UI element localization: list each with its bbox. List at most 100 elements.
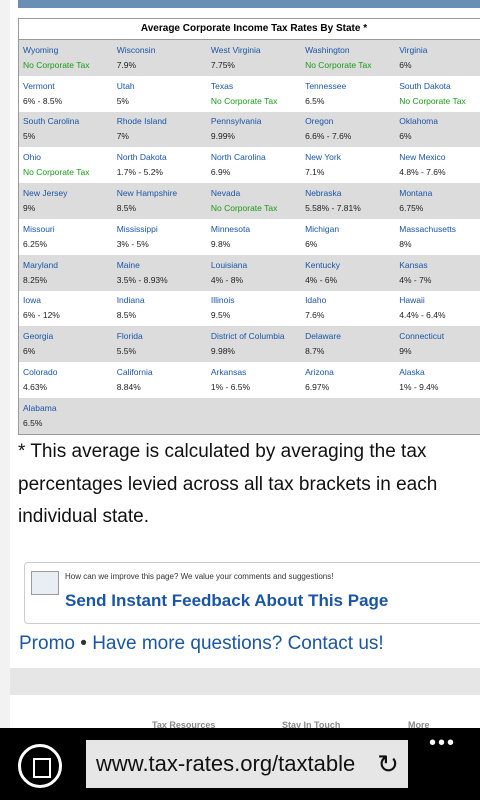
state-link[interactable]: Idaho (305, 295, 327, 306)
state-link[interactable]: Texas (210, 80, 234, 91)
state-link[interactable]: South Carolina (23, 116, 80, 127)
table-cell: Hawaii 4.4% - 6.4% (395, 291, 480, 327)
web-page: Average Corporate Income Tax Rates By St… (10, 0, 480, 728)
tax-rate: 5.5% (116, 346, 137, 357)
browser-bar: www.tax-rates.org/taxtable ↻ ••• (0, 728, 480, 800)
state-link[interactable]: Colorado (23, 367, 58, 378)
menu-button[interactable]: ••• (428, 732, 456, 754)
tax-rate: 7.1% (305, 167, 325, 178)
state-link[interactable]: New York (305, 152, 341, 163)
table-row: Ohio No Corporate Tax North Dakota 1.7% - 5… (19, 147, 480, 183)
state-link[interactable]: Florida (116, 331, 143, 342)
tax-rate: 6% - 8.5% (23, 95, 63, 106)
state-link[interactable]: Ohio (23, 152, 41, 163)
state-link[interactable]: Nevada (210, 188, 241, 199)
state-link[interactable]: Louisiana (210, 259, 248, 270)
state-link[interactable]: Indiana (116, 295, 145, 306)
separator: • (80, 633, 87, 654)
state-link[interactable]: Wyoming (23, 44, 59, 55)
table-row: Alabama 6.5% (18, 397, 480, 435)
tax-rate: 6% (305, 238, 318, 249)
tax-rate: 6.9% (210, 167, 231, 178)
table-title: Average Corporate Income Tax Rates By St… (18, 18, 480, 39)
promo-link[interactable]: Promo (19, 633, 75, 654)
state-link[interactable]: Arkansas (210, 367, 247, 378)
tabs-button[interactable] (18, 744, 62, 788)
tax-rate: 6.6% - 7.6% (305, 131, 352, 142)
state-link[interactable]: Kentucky (305, 259, 341, 270)
tax-rate: 6% - 12% (23, 310, 60, 321)
state-link[interactable]: Kansas (399, 259, 428, 270)
tax-rate: 8.5% (116, 310, 137, 321)
state-link[interactable]: Delaware (305, 331, 341, 342)
table-row: Wyoming No Corporate Tax Wisconsin 7.9% West… (18, 39, 480, 76)
state-link[interactable]: Michigan (305, 223, 340, 234)
tax-rate: No Corporate Tax (210, 95, 278, 106)
state-link[interactable]: Vermont (23, 80, 55, 91)
state-link[interactable]: Oregon (305, 116, 334, 127)
state-link[interactable]: Tennessee (305, 80, 347, 91)
tax-rate: 6% (399, 59, 412, 70)
state-link[interactable]: Maine (116, 259, 140, 270)
state-link[interactable]: Maryland (23, 259, 58, 270)
state-link[interactable]: Georgia (23, 331, 54, 342)
state-link[interactable]: South Dakota (399, 80, 451, 91)
tax-rate: 7.9% (116, 59, 137, 70)
address-bar[interactable]: www.tax-rates.org/taxtable ↻ (86, 740, 408, 788)
state-link[interactable]: Nebraska (305, 188, 342, 199)
table-row: Colorado 4.63% California 8.84% Arkansas 1% -… (19, 362, 480, 398)
state-link[interactable]: New Mexico (399, 152, 446, 163)
table-cell: Delaware 8.7% (301, 326, 396, 363)
state-link[interactable]: North Carolina (210, 152, 266, 163)
state-link[interactable]: Minnesota (210, 223, 251, 234)
tax-rate: 3.5% - 8.93% (116, 274, 168, 285)
tax-rate: 4% - 6% (305, 274, 338, 285)
state-link[interactable]: Alaska (399, 367, 425, 378)
tax-rate: 6.97% (305, 382, 330, 393)
state-link[interactable]: West Virginia (210, 44, 261, 55)
table-cell: Michigan 6% (301, 219, 395, 255)
state-link[interactable]: District of Columbia (210, 331, 285, 342)
state-link[interactable]: Illinois (210, 295, 235, 306)
state-link[interactable]: Mississippi (116, 223, 158, 234)
state-link[interactable]: Washington (305, 44, 350, 55)
state-link[interactable]: Wisconsin (116, 44, 156, 55)
table-cell: Indiana 8.5% (113, 291, 207, 327)
table-cell: Pennsylvania 9.99% (206, 111, 302, 148)
state-link[interactable]: Oklahoma (399, 116, 438, 127)
tax-rate: No Corporate Tax (399, 95, 466, 106)
state-link[interactable]: North Dakota (116, 152, 167, 163)
table-cell: North Carolina 6.9% (207, 147, 301, 183)
state-link[interactable]: Virginia (399, 44, 428, 55)
table-cell: Illinois 9.5% (207, 291, 301, 327)
contact-link[interactable]: Have more questions? Contact us! (92, 633, 384, 654)
state-link[interactable]: Arizona (305, 367, 334, 378)
state-link[interactable]: New Jersey (23, 188, 68, 199)
state-link[interactable]: Hawaii (399, 295, 425, 306)
tax-rate: 5% (116, 95, 129, 106)
table-cell: Washington No Corporate Tax (301, 39, 396, 76)
state-link[interactable]: Missouri (23, 223, 55, 234)
table-cell: Colorado 4.63% (19, 362, 113, 398)
table-cell: Georgia 6% (18, 326, 113, 363)
state-link[interactable]: Pennsylvania (210, 116, 262, 127)
state-link[interactable]: Utah (116, 80, 135, 91)
state-link[interactable]: Massachusetts (399, 223, 456, 234)
table-cell: Massachusetts 8% (395, 219, 480, 255)
state-link[interactable]: Iowa (23, 295, 41, 306)
reload-button[interactable]: ↻ (368, 740, 408, 788)
state-link[interactable]: Connecticut (399, 331, 445, 342)
feedback-link[interactable]: Send Instant Feedback About This Page (65, 591, 389, 610)
table-cell: Idaho 7.6% (301, 291, 395, 327)
tax-rate: 4% - 7% (399, 274, 432, 285)
tax-rate: 6.5% (23, 417, 43, 428)
feedback-prompt: How can we improve this page? We value y… (65, 572, 334, 581)
footer-heading: More (408, 720, 430, 728)
state-link[interactable]: Montana (399, 188, 433, 199)
state-link[interactable]: Alabama (23, 402, 57, 413)
state-link[interactable]: Rhode Island (116, 116, 167, 127)
state-link[interactable]: New Hampshire (116, 188, 178, 199)
tax-rate: 8.25% (23, 274, 48, 285)
state-link[interactable]: California (116, 367, 153, 378)
tax-rate: 7.6% (305, 310, 325, 321)
